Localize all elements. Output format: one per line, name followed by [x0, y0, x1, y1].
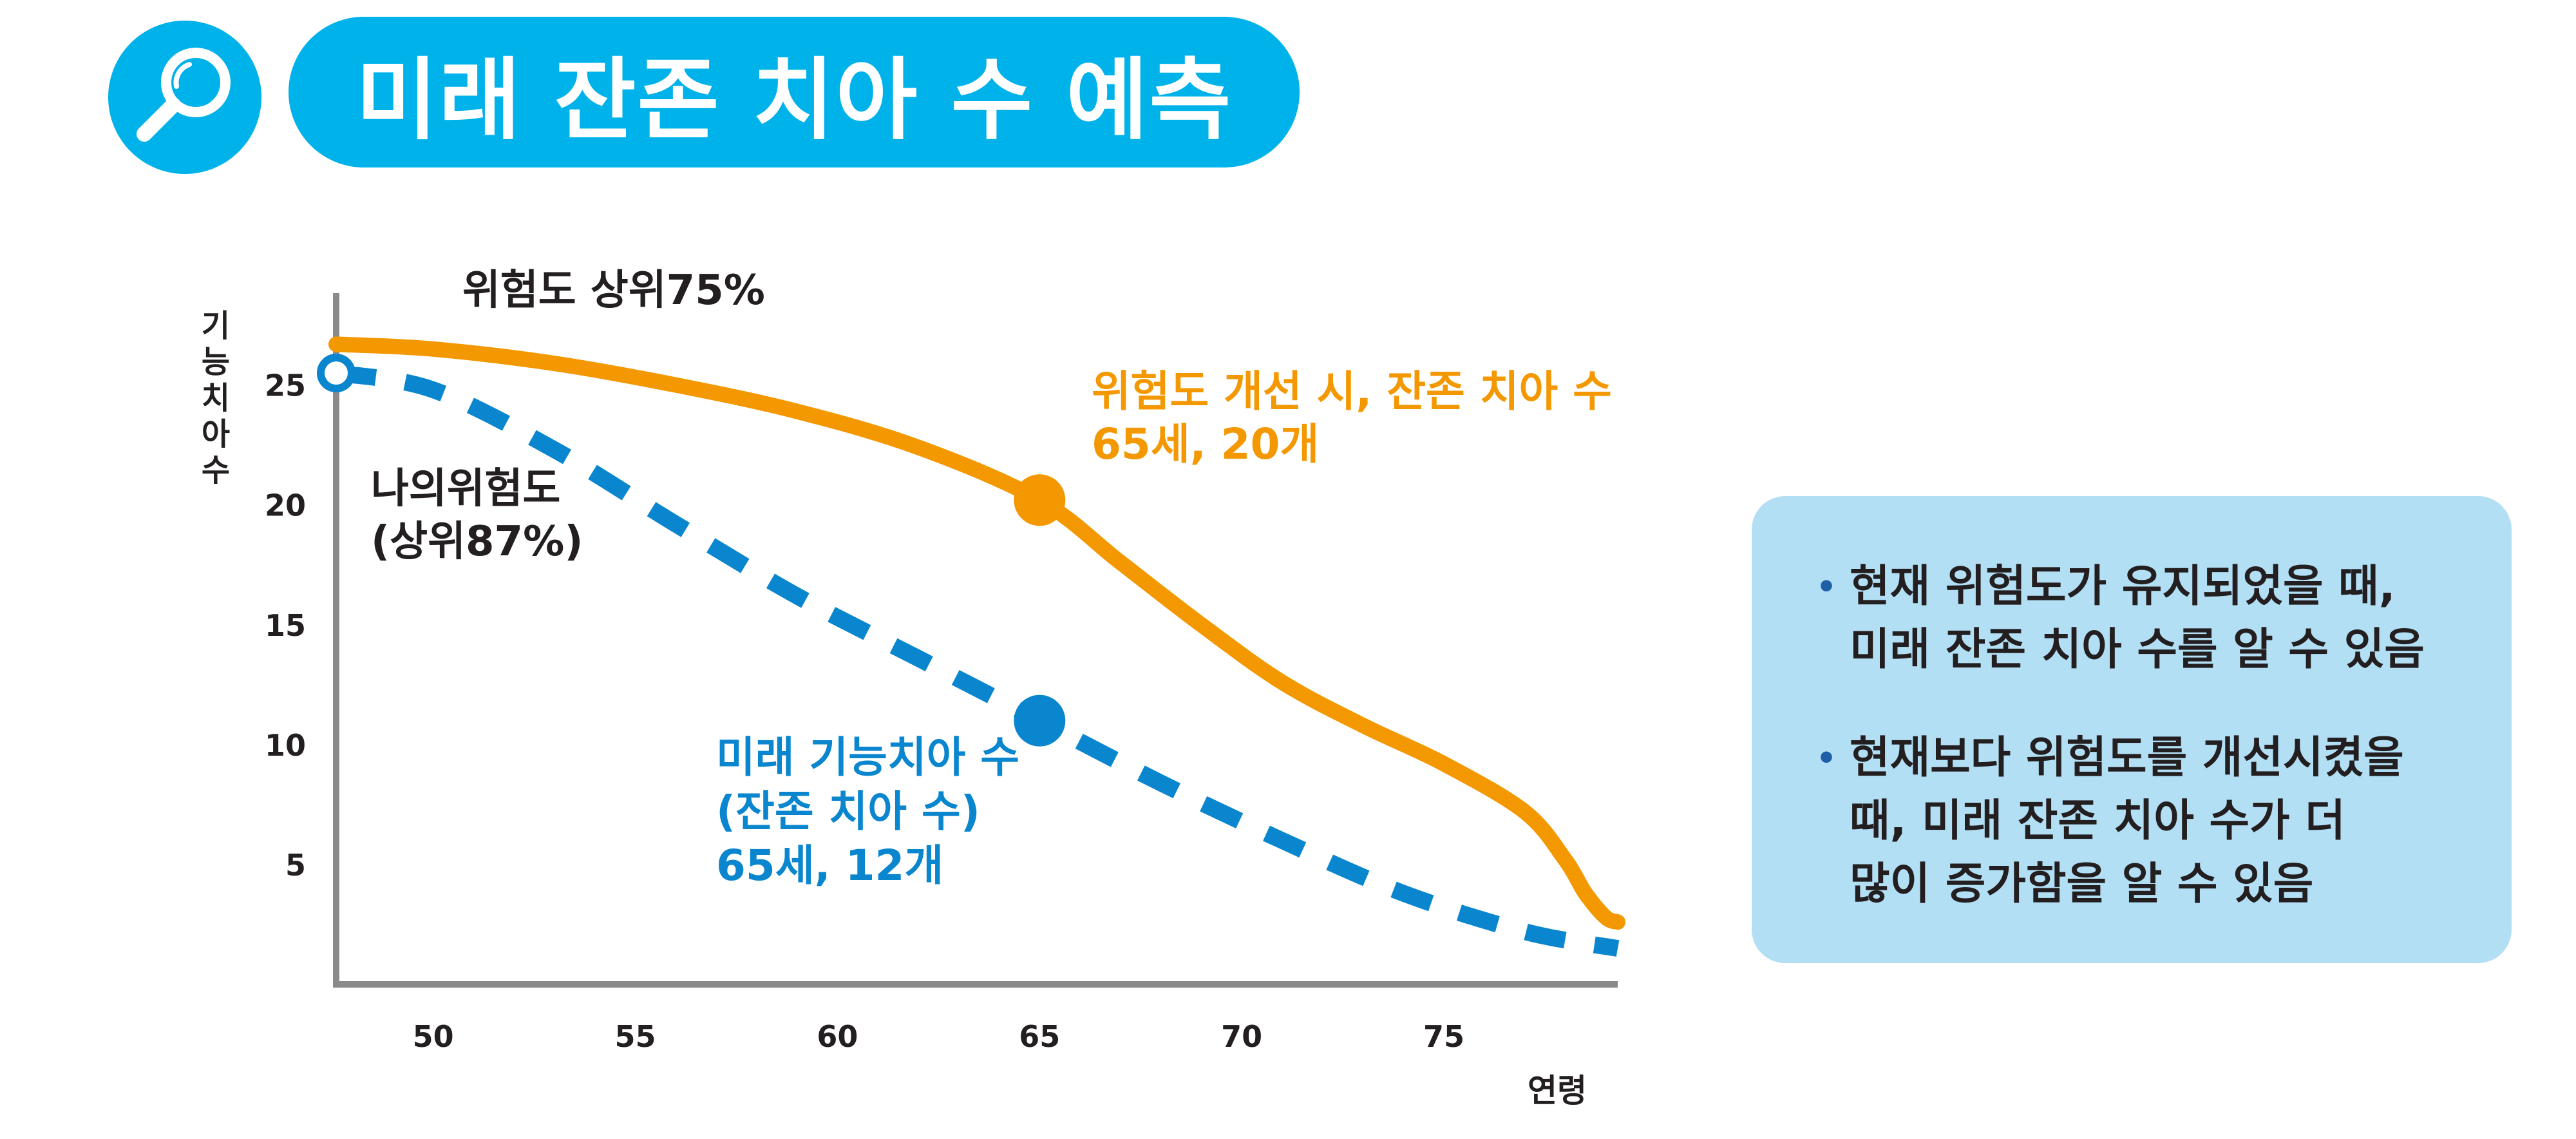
x-tick-label: 50: [413, 1019, 454, 1054]
bullet-icon: •: [1816, 555, 1850, 618]
x-tick-label: 70: [1221, 1019, 1262, 1054]
info-text: 현재 위험도가 유지되었을 때, 미래 잔존 치아 수를 알 수 있음: [1850, 555, 2425, 682]
y-axis-label-char: 수: [202, 452, 230, 488]
data-point-marker: [1014, 474, 1065, 526]
data-point-marker: [321, 358, 352, 388]
series-label-top75: 위험도 상위75%: [462, 267, 765, 314]
x-tick-label: 65: [1019, 1019, 1060, 1054]
x-axis-label: 연령: [1528, 1072, 1587, 1109]
y-axis-label-char: 아: [202, 416, 230, 452]
y-axis-label-char: 기: [202, 308, 230, 344]
y-tick-label: 25: [265, 368, 306, 403]
info-text: 현재보다 위험도를 개선시켰을 때, 미래 잔존 치아 수가 더 많이 증가함을…: [1850, 727, 2404, 916]
x-tick-label: 55: [615, 1019, 656, 1054]
annotation-current: 미래 기능치아 수 (잔존 치아 수) 65세, 12개: [716, 732, 1019, 890]
info-item: • 현재보다 위험도를 개선시켰을 때, 미래 잔존 치아 수가 더 많이 증가…: [1816, 727, 2467, 916]
y-tick-label: 20: [265, 488, 306, 523]
info-item: • 현재 위험도가 유지되었을 때, 미래 잔존 치아 수를 알 수 있음: [1816, 555, 2467, 682]
y-axis-label-char: 능: [202, 344, 230, 380]
y-axis-label-char: 치: [202, 380, 230, 416]
info-box: • 현재 위험도가 유지되었을 때, 미래 잔존 치아 수를 알 수 있음 • …: [1752, 496, 2512, 963]
series-label-my-risk: 나의위험도 (상위87%): [371, 465, 583, 566]
annotation-improved: 위험도 개선 시, 잔존 치아 수 65세, 20개: [1092, 367, 1612, 469]
bullet-icon: •: [1816, 727, 1850, 790]
x-tick-label: 75: [1423, 1019, 1464, 1054]
data-point-marker: [1014, 695, 1065, 747]
y-tick-label: 10: [265, 728, 306, 763]
x-tick-label: 60: [817, 1019, 858, 1054]
y-tick-label: 15: [265, 608, 306, 643]
chart-series: [336, 344, 1618, 948]
series-line-my-risk: [336, 373, 1618, 948]
y-tick-label: 5: [285, 848, 306, 883]
